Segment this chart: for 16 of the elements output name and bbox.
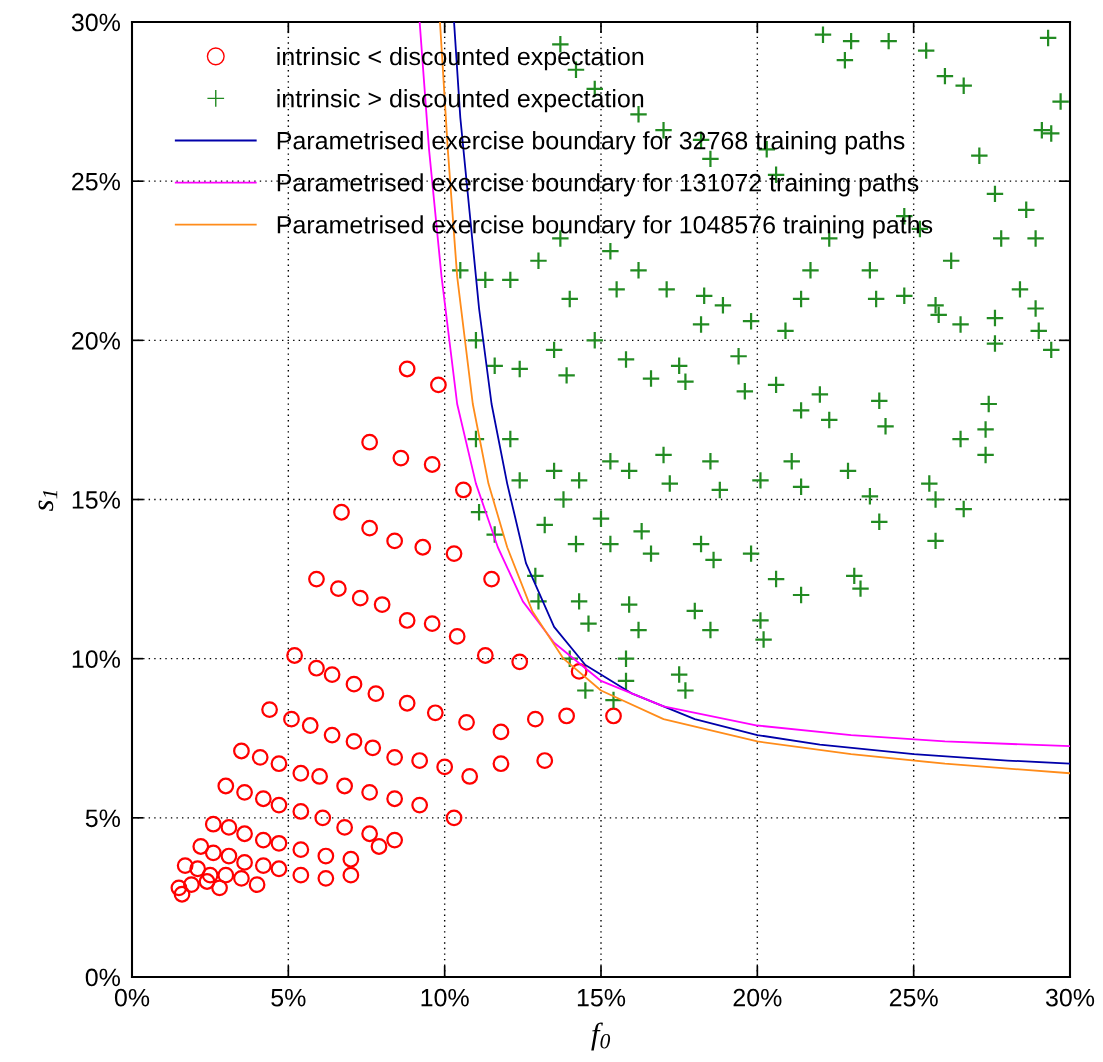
y-tick-label: 15% (72, 491, 120, 509)
x-axis-title: f$_{0}$ (591, 1022, 611, 1051)
x-tick-label: 30% (1045, 988, 1095, 1007)
x-tick-label: 0% (114, 988, 150, 1007)
x-tick-label: 20% (733, 988, 782, 1007)
x-tick-label: 5% (271, 988, 306, 1007)
y-tick-label: 0% (85, 968, 120, 987)
y-tick-label: 5% (85, 809, 120, 828)
y-axis-title: s$_{1}$ (38, 490, 58, 512)
x-tick-label: 15% (577, 988, 626, 1007)
x-tick-label: 10% (421, 988, 469, 1007)
y-tick-label: 25% (72, 172, 120, 191)
y-tick-label: 30% (71, 13, 120, 32)
y-tick-label: 10% (72, 650, 120, 668)
y-tick-label: 20% (72, 331, 120, 350)
x-tick-label: 25% (889, 988, 938, 1007)
